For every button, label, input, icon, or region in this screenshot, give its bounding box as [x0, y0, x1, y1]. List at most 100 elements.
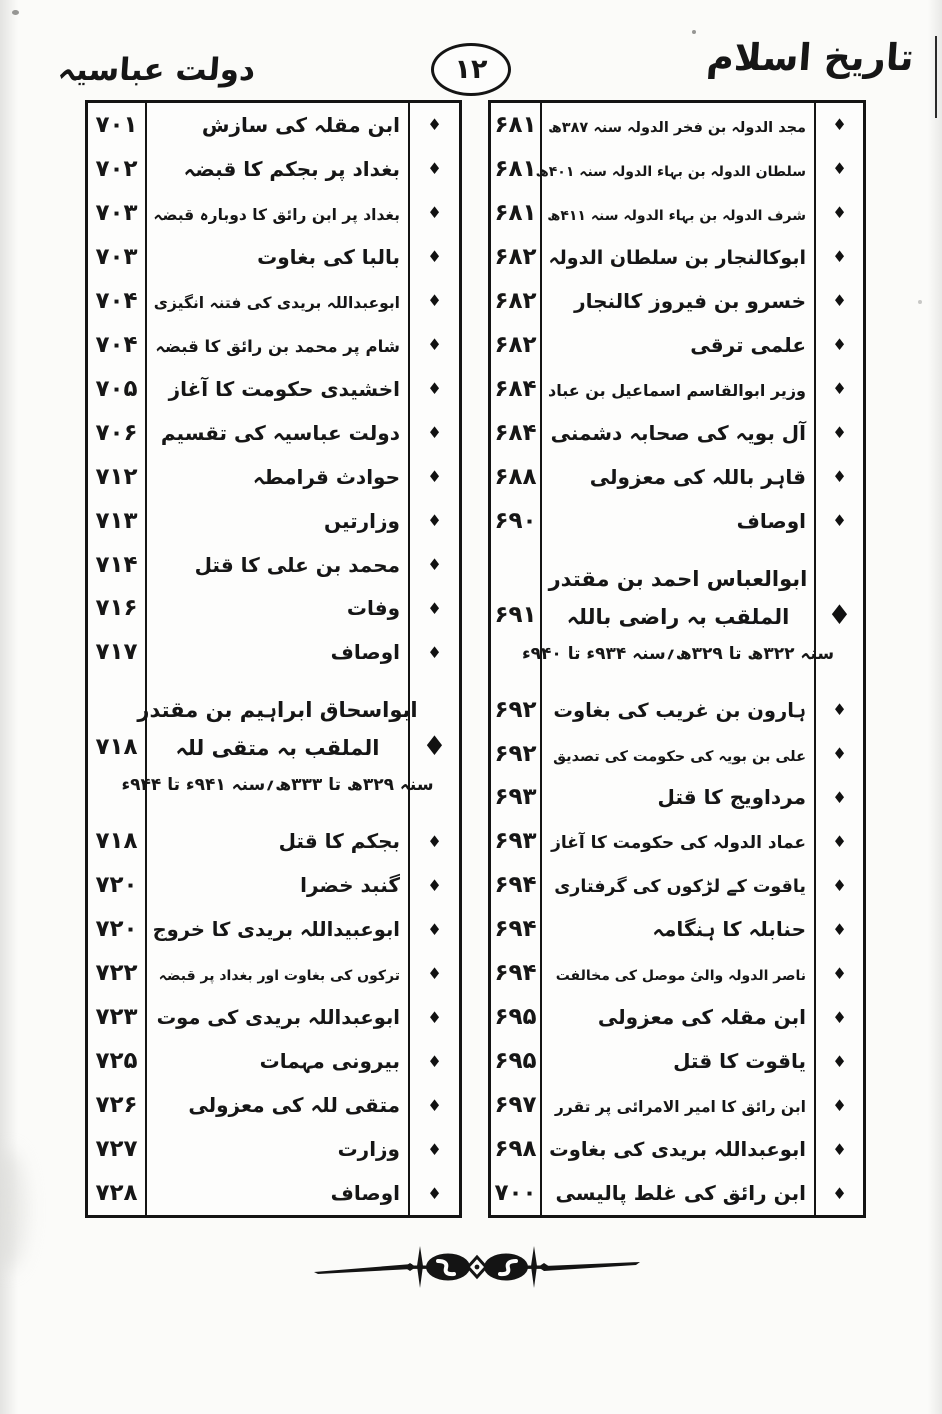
toc-entry-title: ترکوں کی بغاوت اور بغداد پر قبضہ — [158, 968, 400, 985]
toc-entry-title: ابن رائق کا امیر الامرائی پر تقرر — [554, 1098, 806, 1117]
toc-page-number: ۶۹۵ — [494, 1048, 537, 1075]
toc-row: ۶۹۰ اوصاف ♦ — [491, 499, 863, 543]
toc-entry-title: شرف الدولہ بن بہاء الدولہ سنہ ۴۱۱ھ — [547, 207, 806, 224]
toc-entry-title: وفات — [346, 596, 400, 621]
toc-row: ۶۹۳ عماد الدولہ کی حکومت کا آغاز ♦ — [491, 819, 863, 863]
toc-entry-title: خسرو بن فیروز کالنجار — [574, 288, 806, 313]
toc-page-number: ۷۱۳ — [95, 507, 138, 534]
toc-page-number: ۷۲۰ — [95, 872, 138, 899]
toc-entry-title: وزارتیں — [324, 508, 400, 533]
column-divider — [408, 103, 410, 1215]
bullet-diamond-icon: ♦ — [832, 744, 847, 763]
toc-entry-title: بجکم کا قتل — [278, 829, 400, 854]
toc-row: ۷۰۱ ابن مقلہ کی سازش ♦ — [88, 103, 459, 147]
bullet-diamond-icon: ♦ — [832, 335, 847, 355]
toc-column-right: ۶۸۱ مجد الدولہ بن فخر الدولہ سنہ ۳۸۷ھ ♦ ۶۸۱… — [488, 100, 866, 1218]
toc-row: ۶۹۸ ابوعبداللہ بریدی کی بغاوت ♦ — [491, 1127, 863, 1171]
toc-row: ۶۹۷ ابن رائق کا امیر الامرائی پر تقرر ♦ — [491, 1083, 863, 1127]
toc-page-number: ۷۱۴ — [95, 551, 138, 578]
toc-row: ۶۸۴ آل بویہ کی صحابہ دشمنی ♦ — [491, 411, 863, 455]
bullet-diamond-icon: ♦ — [832, 1051, 847, 1071]
toc-page-number: ۷۲۲ — [95, 960, 138, 987]
bullet-diamond-icon: ♦ — [832, 247, 847, 267]
toc-row: ۷۰۵ اخشیدی حکومت کا آغاز ♦ — [88, 367, 459, 411]
toc-page-number: ۶۸۸ — [494, 463, 537, 490]
bullet-diamond-icon: ♦ — [427, 203, 442, 223]
bullet-diamond-icon: ♦ — [832, 423, 847, 443]
toc-entry-title: ابوعبداللہ بریدی کی موت — [156, 1006, 400, 1030]
column-divider — [145, 103, 147, 1215]
toc-entry-line: الملقب بہ راضی باللہ — [566, 604, 790, 629]
toc-row: ۷۱۲ حوادث قرامطہ ♦ — [88, 455, 459, 499]
toc-entry-title: مرداویج کا قتل — [657, 785, 806, 810]
toc-entry-title: ہارون بن غریب کی بغاوت — [553, 698, 806, 722]
toc-page-number: ۶۹۲ — [494, 696, 537, 723]
toc-page-number: ۷۰۴ — [95, 287, 138, 314]
toc-entry-title: ابواسحاق ابراہیم بن مقتدر الملقب بہ متقی … — [121, 698, 433, 795]
bullet-diamond-icon: ♦ — [427, 1183, 442, 1203]
toc-row: ۶۸۲ ابوکالنجار بن سلطان الدولہ ♦ — [491, 235, 863, 279]
toc-page-number: ۷۰۳ — [95, 243, 138, 270]
toc-page-number: ۷۰۰ — [494, 1180, 537, 1207]
toc-page-number: ۷۱۶ — [95, 595, 138, 622]
toc-entry-title: ابن رائق کی غلط پالیسی — [555, 1181, 806, 1206]
divider-ornament-icon — [314, 1246, 640, 1288]
bullet-diamond-icon: ♦ — [427, 875, 442, 895]
toc-page-number: ۷۰۴ — [95, 331, 138, 358]
toc-page-number: ۷۲۷ — [95, 1136, 138, 1163]
toc-entry-title: ابوعبیداللہ بریدی کا خروج — [152, 918, 400, 942]
toc-page-number: ۶۸۴ — [494, 419, 537, 446]
toc-row: ۶۹۴ ناصر الدولہ والیٔ موصل کی مخالفت ♦ — [491, 951, 863, 995]
bullet-diamond-icon: ♦ — [832, 1007, 847, 1027]
toc-row: ۷۲۸ اوصاف ♦ — [88, 1171, 459, 1215]
toc-row: ۷۲۶ متقی للہ کی معزولی ♦ — [88, 1083, 459, 1127]
toc-row: ۶۸۱ مجد الدولہ بن فخر الدولہ سنہ ۳۸۷ھ ♦ — [491, 103, 863, 147]
scan-edge-line — [935, 36, 937, 118]
toc-entry-title: محمد بن علی کا قتل — [194, 552, 400, 577]
toc-page-number: ۶۹۷ — [494, 1092, 537, 1119]
toc-entry-title: شام پر محمد بن رائق کا قبضہ — [155, 336, 400, 356]
toc-entry-title: بغداد پر ابن رائق کا دوبارہ قبضہ — [153, 205, 400, 224]
toc-row: ۷۰۲ بغداد پر بجکم کا قبضہ ♦ — [88, 147, 459, 191]
scan-speck — [692, 30, 696, 34]
page-number-badge: ۱۲ — [431, 43, 511, 96]
toc-page-number: ۷۲۸ — [95, 1180, 138, 1207]
bullet-diamond-icon: ♦ — [427, 291, 442, 311]
toc-page-number: ۶۸۲ — [494, 331, 537, 358]
page-number: ۱۲ — [454, 54, 488, 85]
toc-page-number: ۶۸۱ — [494, 155, 537, 182]
book-title: تاریخ اسلام — [705, 36, 916, 79]
toc-page-number: ۷۲۵ — [95, 1048, 138, 1075]
toc-entry-title: ابن مقلہ کی سازش — [201, 112, 400, 137]
bullet-diamond-icon: ♦ — [832, 963, 847, 983]
bullet-diamond-icon: ♦ — [427, 467, 442, 487]
toc-entry-title: ابوکالنجار بن سلطان الدولہ — [548, 246, 806, 269]
toc-row: ۶۹۲ ہارون بن غریب کی بغاوت ♦ — [491, 688, 863, 732]
toc-entry-title: وزارت — [337, 1137, 400, 1162]
bullet-diamond-icon: ♦ — [832, 875, 847, 895]
bullet-diamond-icon: ♦ — [427, 159, 442, 179]
toc-row: ۶۸۴ وزیر ابوالقاسم اسماعیل بن عباد ♦ — [491, 367, 863, 411]
bullet-diamond-icon: ♦ — [427, 598, 442, 618]
toc-page-number: ۶۹۴ — [494, 872, 537, 899]
toc-entry-line: ابوالعباس احمد بن مقتدر — [548, 566, 808, 591]
toc-page-number: ۶۸۱ — [494, 199, 537, 226]
toc-page-number: ۶۹۸ — [494, 1136, 537, 1163]
toc-entry-title: گنبد خضرا — [300, 873, 400, 898]
bullet-diamond-icon: ♦ — [832, 1095, 847, 1115]
toc-entry-title: حنابلہ کا ہنگامہ — [652, 917, 806, 942]
toc-entry-title: اوصاف — [330, 1181, 400, 1206]
chapter-title: دولت عباسیہ — [56, 52, 257, 88]
toc-row: ۷۰۰ ابن رائق کی غلط پالیسی ♦ — [491, 1171, 863, 1215]
toc-row: ۶۹۵ ابن مقلہ کی معزولی ♦ — [491, 995, 863, 1039]
toc-page-number: ۷۲۳ — [95, 1004, 138, 1031]
toc-entry-title: بغداد پر بجکم کا قبضہ — [183, 156, 400, 181]
toc-entry-title: سلطان الدولہ بن بہاء الدولہ سنہ ۴۰۱ھ — [535, 163, 806, 180]
toc-entry-title: ابوعبداللہ بریدی کی بغاوت — [549, 1138, 806, 1162]
bullet-diamond-icon: ♦ — [832, 1183, 847, 1203]
toc-row: ۷۲۰ ابوعبیداللہ بریدی کا خروج ♦ — [88, 907, 459, 951]
column-divider — [814, 103, 816, 1215]
toc-entry-title: ابوالعباس احمد بن مقتدر الملقب بہ راضی با… — [522, 566, 834, 664]
toc-row: ۷۱۶ وفات ♦ — [88, 586, 459, 630]
